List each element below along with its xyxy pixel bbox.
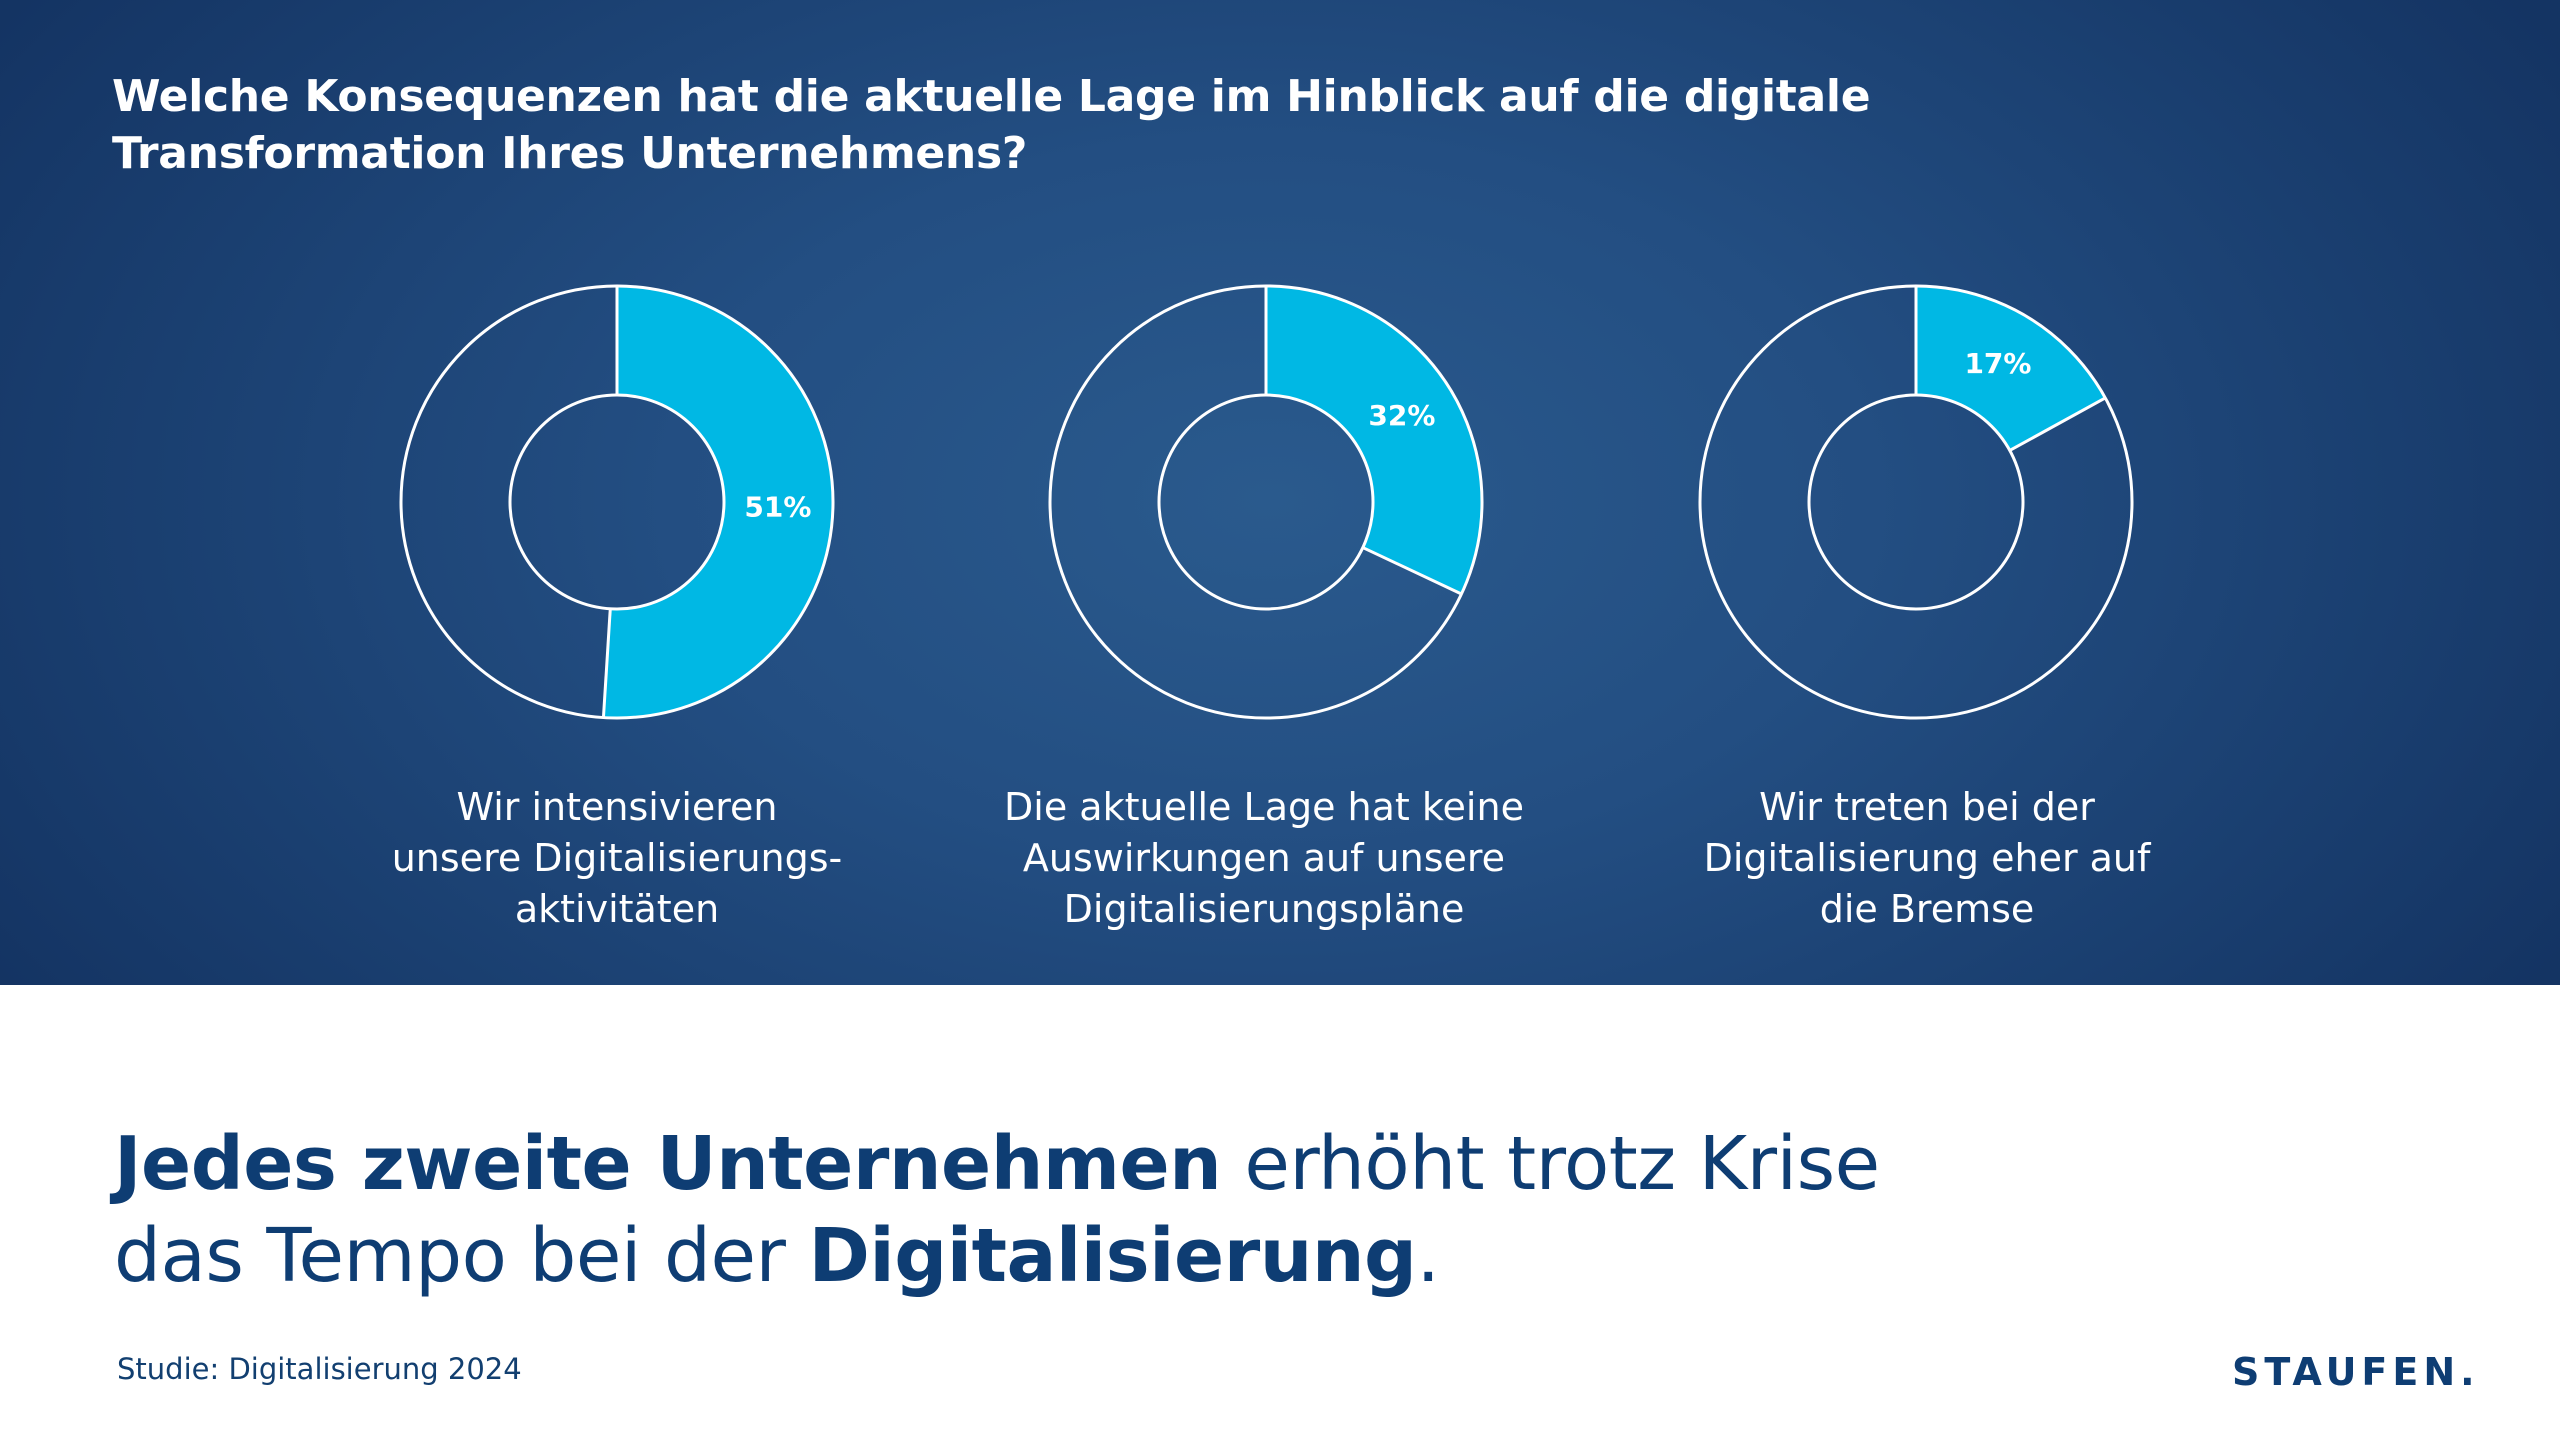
donut-1: 51% <box>399 284 835 720</box>
headline: Jedes zweite Unternehmen erhöht trotz Kr… <box>114 1118 1880 1302</box>
donut-1-value-label: 51% <box>744 491 811 524</box>
caption-3-line-1: Wir treten bei der <box>1759 785 2095 829</box>
caption-3: Wir treten bei der Digitalisierung eher … <box>1647 782 2207 935</box>
donut-charts: 51% 32% 17% <box>399 284 2134 720</box>
donut-2-segment <box>1266 286 1482 594</box>
question-line-1: Welche Konsequenzen hat die aktuelle Lag… <box>112 71 1871 122</box>
donut-1-segment <box>603 286 833 718</box>
donut-3-value-label: 17% <box>1964 347 2031 380</box>
caption-1: Wir intensivieren unsere Digitalisierung… <box>337 782 897 935</box>
headline-line-1: Jedes zweite Unternehmen erhöht trotz Kr… <box>114 1118 1880 1210</box>
caption-2-line-2: Auswirkungen auf unsere <box>1022 836 1506 880</box>
headline-regular-1: erhöht trotz Krise <box>1221 1121 1880 1207</box>
hero-panel <box>0 0 2560 985</box>
donut-3-end-divider <box>2009 396 2107 452</box>
headline-bold-1: Jedes zweite Unternehmen <box>114 1121 1222 1207</box>
question-title: Welche Konsequenzen hat die aktuelle Lag… <box>112 68 2012 182</box>
donut-3-inner-ring <box>1807 393 2025 611</box>
source-note: Studie: Digitalisierung 2024 <box>117 1352 522 1386</box>
caption-2-line-3: Digitalisierungspläne <box>1063 887 1465 931</box>
question-line-2: Transformation Ihres Unternehmens? <box>112 128 1028 179</box>
donut-2-value-label: 32% <box>1368 399 1435 432</box>
caption-3-line-3: die Bremse <box>1819 887 2035 931</box>
caption-1-line-3: aktivitäten <box>514 887 720 931</box>
donut-3-segment <box>1916 286 2106 451</box>
donut-1-inner-ring <box>508 393 726 611</box>
caption-2-line-1: Die aktuelle Lage hat keine <box>1004 785 1524 829</box>
caption-1-line-1: Wir intensivieren <box>456 785 778 829</box>
caption-1-line-2: unsere Digitalisierungs- <box>391 836 843 880</box>
donut-2-inner-ring <box>1157 393 1375 611</box>
headline-end: . <box>1416 1213 1441 1299</box>
headline-line-2: das Tempo bei der Digitalisierung. <box>114 1210 1880 1302</box>
donut-3: 17% <box>1698 284 2134 720</box>
donut-1-end-divider <box>601 608 612 718</box>
donut-2: 32% <box>1048 284 1484 720</box>
staufen-logo: STAUFEN. <box>2232 1350 2480 1394</box>
caption-3-line-2: Digitalisierung eher auf <box>1703 836 2151 880</box>
headline-regular-2: das Tempo bei der <box>114 1213 809 1299</box>
caption-2: Die aktuelle Lage hat keine Auswirkungen… <box>984 782 1544 935</box>
headline-bold-2: Digitalisierung <box>808 1213 1417 1299</box>
donut-2-end-divider <box>1362 546 1463 596</box>
